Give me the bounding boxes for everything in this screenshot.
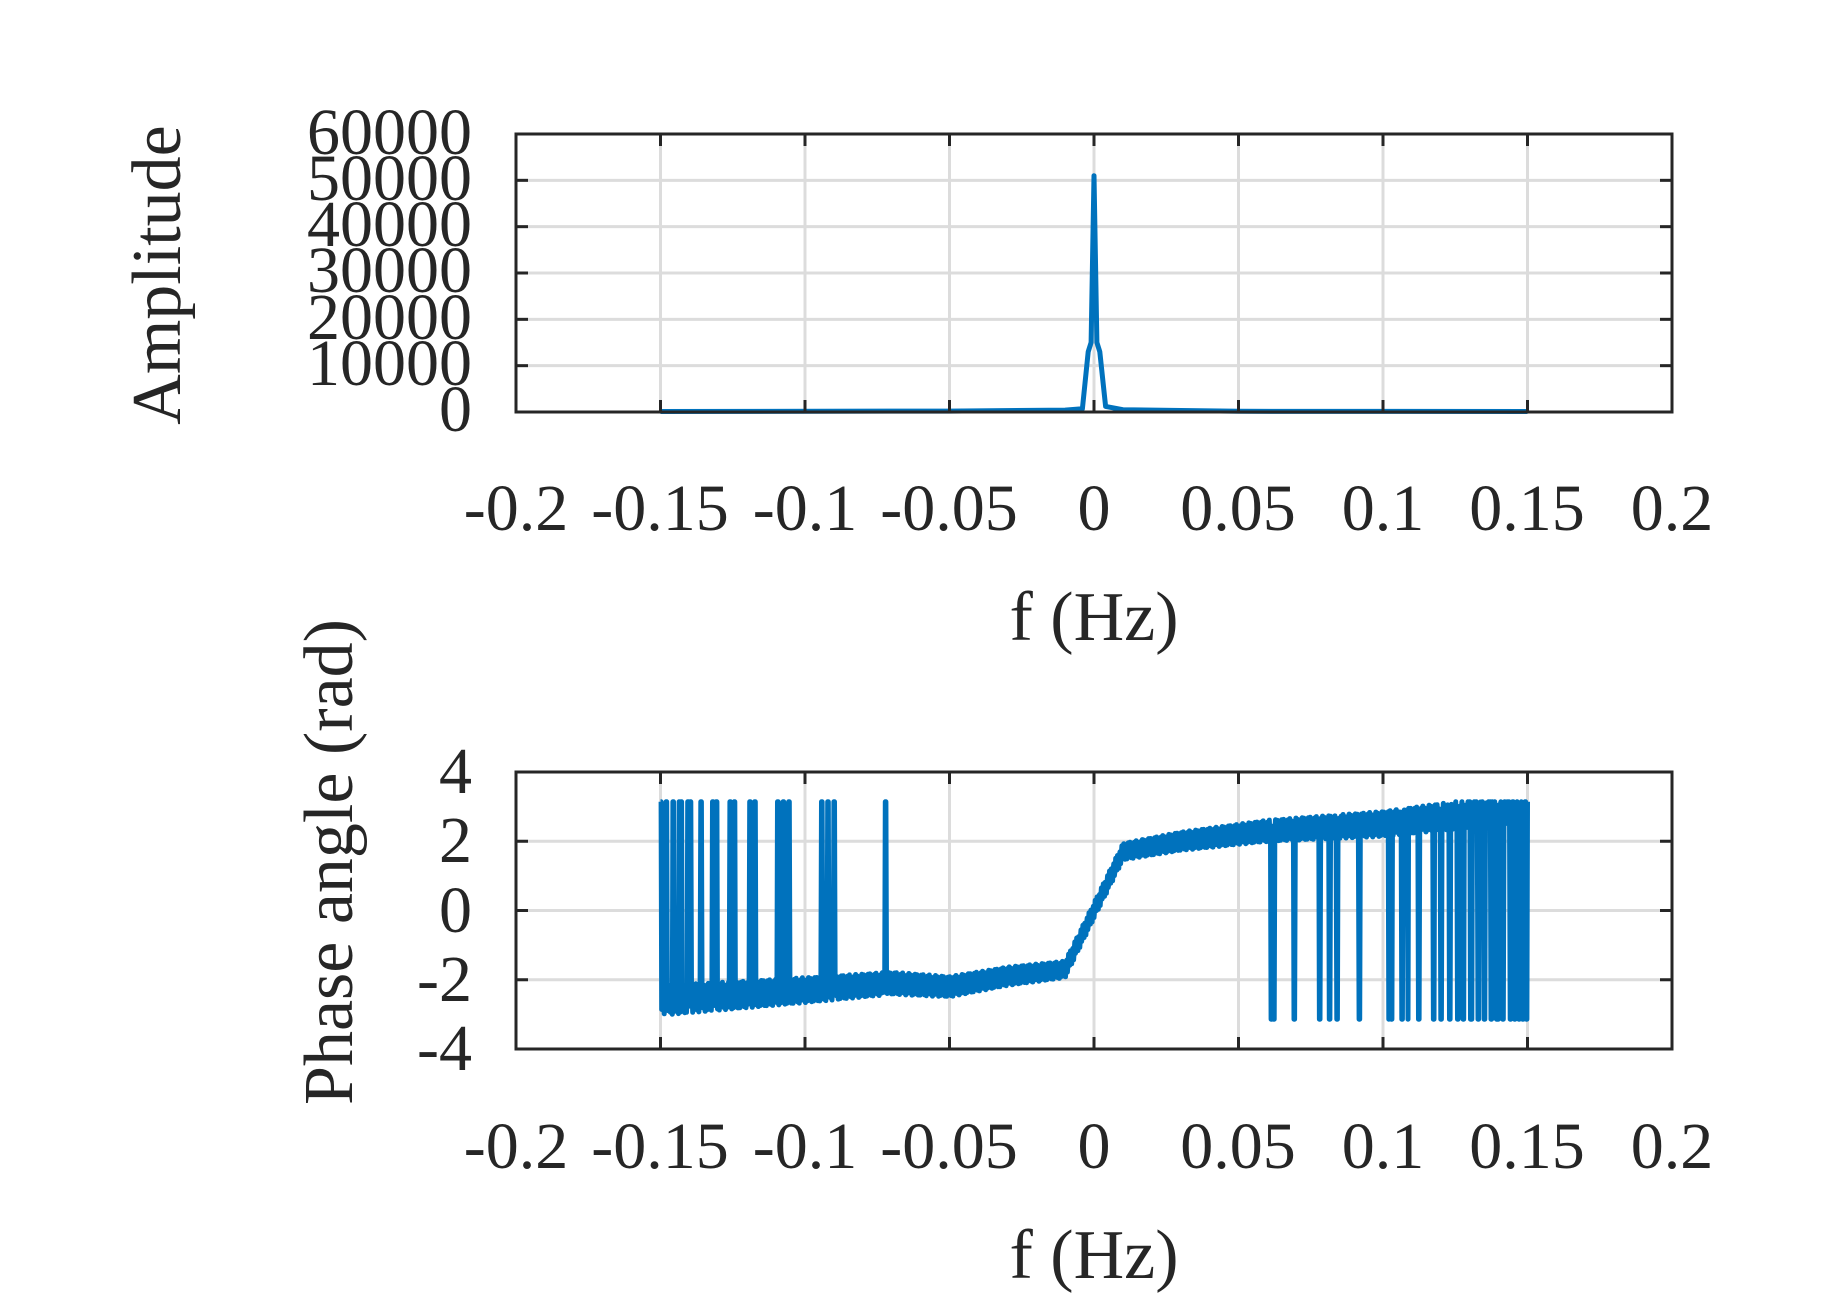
- y-tick-label: 2: [439, 804, 472, 877]
- x-tick-label: 0.1: [1342, 1110, 1425, 1183]
- y-tick-labels: -4 -2 0 2 4: [417, 735, 472, 1085]
- x-tick-label: 0.2: [1631, 1110, 1714, 1183]
- y-tick-label: 30000: [307, 234, 472, 307]
- x-tick-labels: -0.2 -0.15 -0.1 -0.05 0 0.05 0.1 0.15 0.…: [464, 472, 1713, 545]
- x-tick-label: 0.1: [1342, 472, 1425, 545]
- y-tick-label: 50000: [307, 142, 472, 215]
- amplitude-plot: 0 10000 20000 30000 40000 50000 60000 -0…: [119, 96, 1713, 656]
- y-tick-label: 0: [439, 373, 472, 446]
- x-tick-label: -0.15: [591, 472, 728, 545]
- amplitude-line: [660, 173, 1528, 414]
- x-axis-label: f (Hz): [1009, 1217, 1178, 1294]
- x-tick-label: 0.2: [1631, 472, 1714, 545]
- y-tick-label: 10000: [307, 327, 472, 400]
- phase-plot: -4 -2 0 2 4 -0.2 -0.15 -0.1 -0.05 0 0.05…: [291, 619, 1713, 1294]
- y-tick-label: -2: [417, 943, 472, 1016]
- y-axis-label: Amplitude: [119, 125, 196, 424]
- x-axis-label: f (Hz): [1009, 579, 1178, 656]
- x-tick-label: 0.05: [1180, 472, 1296, 545]
- x-tick-label: -0.2: [464, 472, 568, 545]
- x-tick-label: -0.1: [753, 472, 857, 545]
- y-tick-label: 0: [439, 874, 472, 947]
- x-tick-label: -0.15: [591, 1110, 728, 1183]
- y-tick-label: 40000: [307, 188, 472, 261]
- tick-marks: [514, 132, 1674, 414]
- x-tick-label: -0.1: [753, 1110, 857, 1183]
- x-tick-label: -0.05: [880, 1110, 1017, 1183]
- y-tick-label: -4: [417, 1012, 472, 1085]
- x-tick-label: 0.15: [1469, 472, 1585, 545]
- x-tick-label: 0: [1078, 472, 1111, 545]
- phase-line: [658, 799, 1530, 1022]
- x-tick-label: -0.05: [880, 472, 1017, 545]
- x-tick-label: 0.05: [1180, 1110, 1296, 1183]
- y-tick-labels: 0 10000 20000 30000 40000 50000 60000: [307, 96, 472, 446]
- y-tick-label: 20000: [307, 281, 472, 354]
- y-axis-label: Phase angle (rad): [291, 619, 368, 1105]
- y-tick-label: 60000: [307, 96, 472, 169]
- x-tick-label: 0.15: [1469, 1110, 1585, 1183]
- x-tick-labels: -0.2 -0.15 -0.1 -0.05 0 0.05 0.1 0.15 0.…: [464, 1110, 1713, 1183]
- x-tick-label: -0.2: [464, 1110, 568, 1183]
- tick-marks: [514, 770, 1674, 1051]
- x-tick-label: 0: [1078, 1110, 1111, 1183]
- y-tick-label: 4: [439, 735, 472, 808]
